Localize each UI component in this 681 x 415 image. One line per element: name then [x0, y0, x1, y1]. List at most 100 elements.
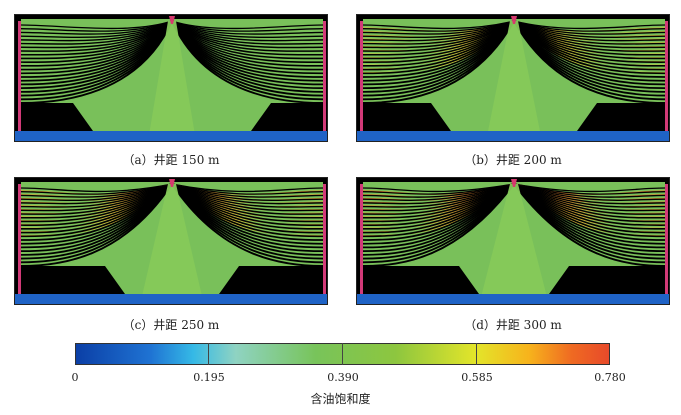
- streamline-R-8: [171, 20, 324, 56]
- streamline-L-10: [20, 20, 173, 63]
- streamline-L-11: [362, 183, 515, 230]
- right-pocket: [251, 103, 327, 131]
- water-layer: [357, 294, 669, 304]
- streamline-R-3: [513, 20, 666, 39]
- streamline-L-6: [362, 20, 515, 49]
- streamline-L-3: [20, 183, 173, 202]
- streamline-L-7: [20, 183, 173, 215]
- streamline-L-11: [362, 20, 515, 67]
- streamline-L-10: [362, 183, 515, 226]
- streamline-L-12: [362, 20, 515, 71]
- streamline-R-18: [513, 183, 666, 256]
- streamline-R-0: [171, 183, 324, 193]
- streamline-L-8: [20, 20, 173, 56]
- producer-well-1: [665, 21, 668, 131]
- streamline-L-17: [362, 183, 515, 253]
- streamline-L-8: [20, 183, 173, 219]
- streamline-R-10: [513, 183, 666, 226]
- right-pocket: [219, 266, 327, 294]
- streamline-L-21: [20, 183, 173, 267]
- producer-well-1: [665, 184, 668, 294]
- injector-well: [169, 16, 175, 24]
- streamline-L-3: [20, 20, 173, 39]
- streamline-L-13: [20, 20, 173, 75]
- streamline-L-1: [362, 183, 515, 195]
- colorbar-title: 含油饱和度: [310, 392, 371, 406]
- streamline-R-0: [171, 20, 324, 30]
- streamline-R-12: [171, 183, 324, 234]
- streamline-R-3: [171, 183, 324, 202]
- streamline-R-4: [513, 183, 666, 205]
- streamline-L-9: [20, 183, 173, 223]
- panel-b-image: [357, 16, 669, 141]
- streamline-R-6: [171, 20, 324, 49]
- streamline-R-21: [171, 183, 324, 267]
- streamline-R-5: [171, 183, 324, 208]
- center-cone: [481, 184, 547, 294]
- colorbar-label-3: 0.585: [461, 371, 493, 384]
- panel-b: [356, 14, 670, 142]
- streamline-L-10: [20, 183, 173, 226]
- streamline-R-5: [513, 20, 666, 45]
- producer-well-0: [360, 184, 363, 294]
- streamline-R-4: [513, 20, 666, 42]
- streamline-L-11: [20, 183, 173, 230]
- streamline-L-12: [20, 183, 173, 234]
- streamline-R-19: [171, 183, 324, 260]
- streamline-R-11: [171, 20, 324, 67]
- streamline-L-15: [20, 183, 173, 245]
- streamline-R-4: [171, 20, 324, 42]
- colorbar-tick-1: [208, 343, 209, 365]
- streamline-L-2: [20, 183, 173, 198]
- streamline-L-9: [20, 20, 173, 60]
- streamline-L-13: [362, 183, 515, 238]
- colorbar-label-1: 0.195: [193, 371, 225, 384]
- streamline-L-16: [20, 20, 173, 86]
- colorbar-label-0: 0: [71, 371, 79, 384]
- caption-c: （c）井距 250 m: [122, 318, 220, 332]
- streamline-R-14: [513, 20, 666, 78]
- streamline-R-5: [513, 183, 666, 208]
- streamline-L-21: [362, 183, 515, 267]
- streamline-R-17: [513, 20, 666, 90]
- streamline-L-17: [20, 183, 173, 253]
- streamline-L-4: [20, 20, 173, 42]
- streamline-R-2: [171, 20, 324, 35]
- streamline-R-21: [171, 20, 324, 104]
- streamline-L-10: [362, 20, 515, 63]
- producer-well-0: [360, 21, 363, 131]
- streamline-L-0: [362, 183, 515, 193]
- streamline-R-9: [513, 183, 666, 223]
- streamline-L-3: [362, 183, 515, 202]
- producer-well-0: [18, 184, 21, 294]
- streamline-R-1: [171, 183, 324, 195]
- streamline-L-17: [362, 20, 515, 90]
- streamline-L-13: [362, 20, 515, 75]
- streamline-L-11: [20, 20, 173, 67]
- streamline-L-4: [362, 20, 515, 42]
- streamline-L-7: [362, 183, 515, 215]
- streamline-R-8: [513, 183, 666, 219]
- streamline-R-17: [171, 20, 324, 90]
- streamline-L-6: [20, 20, 173, 49]
- streamline-L-21: [20, 20, 173, 104]
- left-pocket: [357, 266, 479, 294]
- streamline-L-1: [20, 183, 173, 195]
- panel-d-image: [357, 179, 669, 304]
- streamline-L-14: [362, 183, 515, 241]
- streamline-R-1: [171, 20, 324, 32]
- left-pocket: [357, 103, 451, 131]
- streamline-L-4: [20, 183, 173, 205]
- streamline-L-16: [362, 183, 515, 249]
- streamline-R-3: [171, 20, 324, 39]
- streamline-L-8: [362, 183, 515, 219]
- streamline-L-15: [362, 183, 515, 245]
- streamline-R-10: [171, 183, 324, 226]
- water-layer: [15, 131, 327, 141]
- streamline-L-0: [20, 183, 173, 193]
- streamline-R-15: [513, 183, 666, 245]
- center-cone: [488, 21, 540, 131]
- injector-well: [511, 16, 517, 24]
- streamline-R-7: [513, 183, 666, 215]
- streamline-R-20: [171, 183, 324, 264]
